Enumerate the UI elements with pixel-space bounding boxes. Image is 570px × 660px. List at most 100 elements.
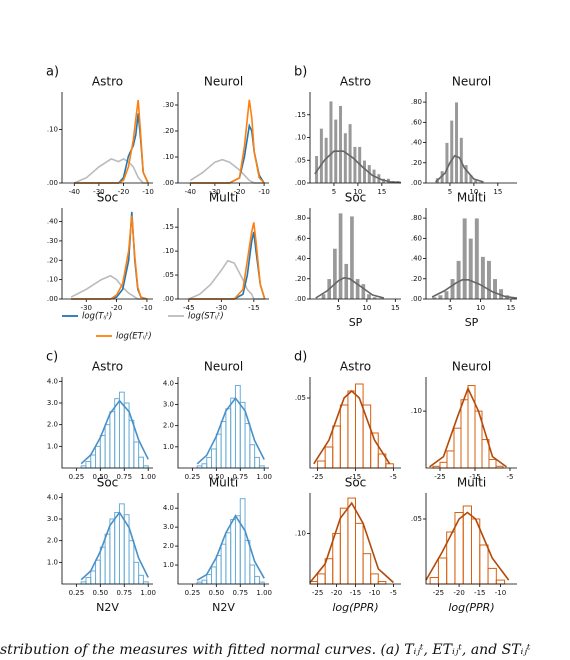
hist-bar bbox=[454, 101, 459, 184]
y-tick-label: .10 bbox=[295, 529, 306, 537]
x-tick-label: 5 bbox=[336, 304, 340, 312]
fit-curve bbox=[431, 279, 518, 299]
x-tick-label: -15 bbox=[248, 304, 259, 312]
hist-bar bbox=[225, 408, 232, 469]
hist-bar bbox=[343, 263, 349, 300]
fit-curve bbox=[80, 511, 149, 581]
y-tick-label: 3.0 bbox=[47, 515, 58, 523]
y-tick-label: .10 bbox=[47, 276, 58, 284]
y-tick-label: .20 bbox=[163, 127, 174, 135]
panel-title: Astro bbox=[92, 360, 123, 374]
panel-title: Multi bbox=[457, 191, 486, 205]
x-tick-label: 0.25 bbox=[185, 589, 201, 597]
hist-bar bbox=[449, 120, 454, 184]
y-tick-label: .40 bbox=[47, 218, 58, 226]
panel-label: a) bbox=[46, 65, 59, 80]
hist-bar bbox=[95, 445, 101, 469]
fit-curve bbox=[309, 501, 394, 584]
hist-bar bbox=[109, 518, 116, 585]
x-tick-label: -20 bbox=[453, 589, 464, 597]
y-tick-label: 3.0 bbox=[163, 523, 174, 531]
hist-bar bbox=[123, 402, 130, 469]
panel-title: Astro bbox=[92, 75, 123, 89]
hist-bar bbox=[90, 570, 97, 585]
panel-title: Multi bbox=[457, 476, 486, 490]
hist-bar bbox=[456, 260, 462, 300]
hist-bar bbox=[230, 519, 236, 585]
y-tick-label: .10 bbox=[411, 407, 422, 415]
hist-bar bbox=[339, 404, 349, 469]
hist-bar bbox=[220, 420, 227, 469]
y-tick-label: 3.0 bbox=[163, 401, 174, 409]
x-tick-label: 15 bbox=[493, 188, 502, 196]
hist-bar bbox=[348, 123, 353, 184]
y-tick-label: .05 bbox=[163, 271, 174, 279]
axis-spines bbox=[61, 377, 153, 469]
x-tick-label: 0.25 bbox=[185, 473, 201, 481]
x-tick-label: -25 bbox=[433, 589, 444, 597]
y-tick-label: .00 bbox=[295, 295, 306, 303]
hist-bar bbox=[332, 248, 338, 300]
hist-bar bbox=[437, 557, 448, 585]
x-tick-label: -5 bbox=[390, 473, 397, 481]
series-line bbox=[74, 99, 149, 184]
hist-bar bbox=[362, 404, 372, 469]
hist-bar bbox=[468, 238, 474, 300]
x-tick-label: 15 bbox=[506, 304, 515, 312]
x-tick-label: -25 bbox=[312, 473, 323, 481]
panel-title: Soc bbox=[97, 476, 119, 490]
hist-bar bbox=[99, 546, 106, 585]
x-axis-label: N2V bbox=[212, 601, 235, 614]
x-tick-label: -15 bbox=[350, 473, 361, 481]
hist-bar bbox=[488, 458, 497, 469]
hist-bar bbox=[366, 293, 372, 300]
hist-bar bbox=[128, 419, 135, 469]
x-tick-label: 0.50 bbox=[93, 473, 109, 481]
x-tick-label: 0.50 bbox=[209, 473, 225, 481]
x-tick-label: 1.00 bbox=[140, 589, 156, 597]
x-axis-label: SP bbox=[465, 316, 479, 329]
x-tick-label: 15 bbox=[377, 188, 386, 196]
x-axis-label: SP bbox=[349, 316, 363, 329]
hist-bar bbox=[244, 539, 251, 585]
hist-bar bbox=[254, 456, 260, 469]
hist-bar bbox=[319, 128, 324, 184]
fit-curve bbox=[425, 511, 510, 581]
y-tick-label: .10 bbox=[163, 153, 174, 161]
y-tick-label: .30 bbox=[47, 237, 58, 245]
y-tick-label: .80 bbox=[411, 98, 422, 106]
hist-bar bbox=[211, 566, 217, 585]
fit-curve bbox=[435, 154, 484, 183]
hist-bar bbox=[486, 260, 492, 300]
axis-spines bbox=[177, 493, 269, 585]
y-tick-label: .80 bbox=[411, 214, 422, 222]
axis-spines bbox=[425, 493, 517, 585]
hist-bar bbox=[317, 460, 326, 469]
y-tick-label: .40 bbox=[411, 255, 422, 263]
axis-spines bbox=[309, 208, 401, 300]
hist-bar bbox=[90, 454, 97, 469]
hist-bar bbox=[355, 522, 364, 585]
y-tick-label: 4.0 bbox=[47, 377, 58, 385]
hist-bar bbox=[249, 444, 256, 469]
hist-bar bbox=[349, 215, 355, 300]
hist-bar bbox=[352, 146, 357, 184]
hist-bar bbox=[85, 461, 92, 469]
hist-bar bbox=[338, 212, 344, 300]
hist-bar bbox=[471, 518, 481, 585]
axis-spines bbox=[61, 208, 153, 300]
axis-spines bbox=[309, 377, 401, 469]
hist-bar bbox=[95, 559, 101, 585]
hist-bar bbox=[355, 278, 361, 300]
x-axis-label: N2V bbox=[96, 601, 119, 614]
y-tick-label: .00 bbox=[411, 295, 422, 303]
hist-bar bbox=[449, 278, 456, 300]
hist-bar bbox=[453, 427, 462, 469]
y-tick-label: 2.0 bbox=[47, 421, 58, 429]
x-tick-label: 5 bbox=[448, 304, 452, 312]
x-tick-label: 0.75 bbox=[232, 473, 248, 481]
x-tick-label: 15 bbox=[391, 304, 400, 312]
axis-spines bbox=[425, 92, 517, 184]
hist-bar bbox=[239, 401, 246, 469]
